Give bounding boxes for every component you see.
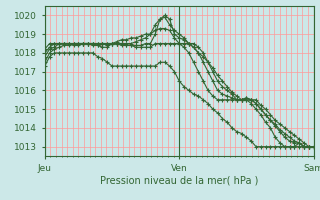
X-axis label: Pression niveau de la mer( hPa ): Pression niveau de la mer( hPa ) (100, 175, 258, 185)
